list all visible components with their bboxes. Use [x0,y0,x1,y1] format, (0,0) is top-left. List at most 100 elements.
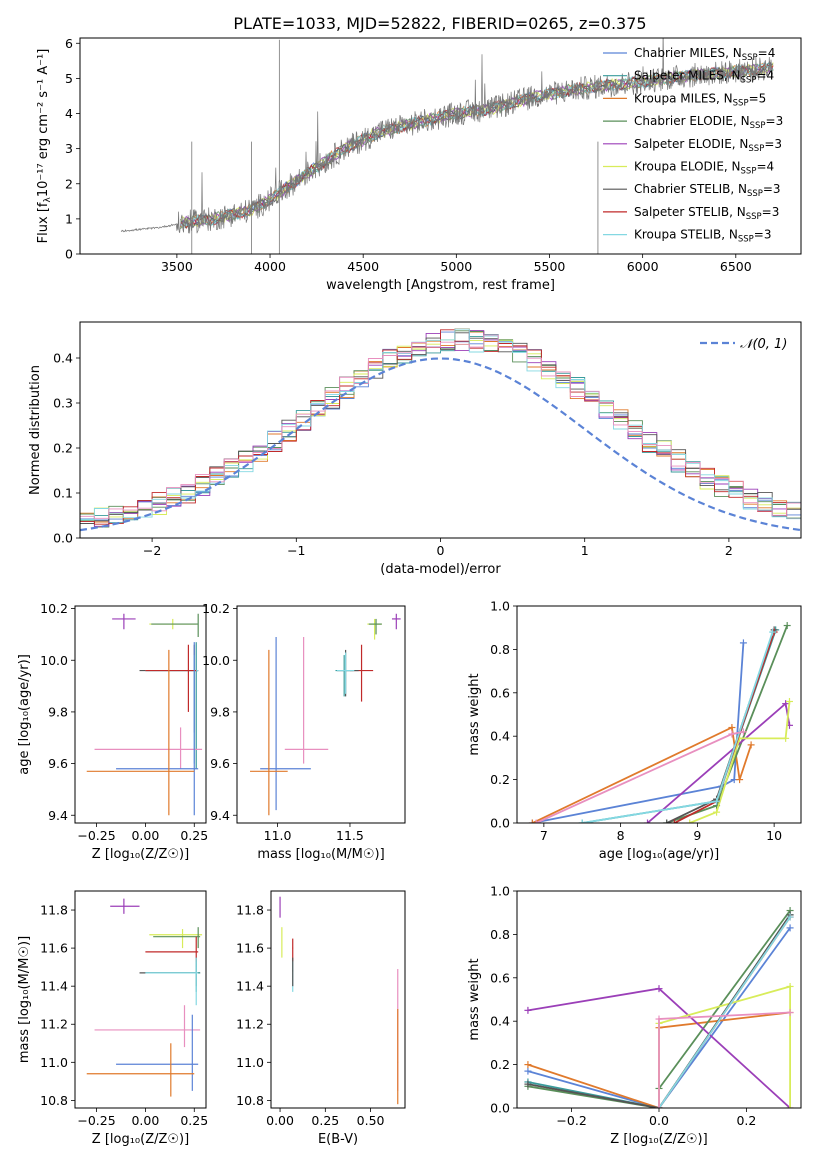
x-tick-label: 0.2 [736,1113,756,1128]
y-tick-label: 10.0 [40,653,68,668]
y-tick-label: 0.4 [53,351,73,366]
x-tick-label: −2 [143,543,161,558]
mass-weight-vs-age-axes: 7 8 9 10 0.0 0.2 0.4 0.6 0.8 1.0 age [log₁₀(age/yr… [490,599,782,863]
histogram-chabrier_miles [80,331,801,521]
x-tick-label: 2 [725,543,733,558]
series-line-chabrier_miles [527,927,791,1108]
legend-label-tail: =5 [749,91,767,105]
legend-label-tail: =3 [766,114,784,128]
y-tick-label: 6 [65,36,73,51]
age-vs-Z-frame [74,605,207,824]
histogram-pink [80,334,801,519]
legend-label: Salpeter MILES, NSSP=4 [634,69,774,86]
histogram-salpeter_miles [80,333,801,524]
y-tick-label: 2 [65,176,73,191]
y-axis-label: Flux [fλ10⁻¹⁷ erg cm⁻² s⁻¹ A⁻¹] [36,49,53,244]
x-tick-label: 11.0 [264,828,292,843]
legend-label: Salpeter STELIB, NSSP=3 [634,205,779,222]
legend-label: Kroupa MILES, NSSP=5 [634,91,766,108]
normal-curve [80,357,801,532]
figure-title: PLATE=1033, MJD=52822, FIBERID=0265, z=0… [233,14,646,33]
y-tick-label: 0.0 [490,816,510,831]
x-axis-label: wavelength [Angstrom, rest frame] [326,278,555,293]
mass-vs-ebv-frame [270,890,406,1109]
legend-label-tail: =3 [763,182,781,196]
legend-label-tail: =4 [758,46,776,60]
x-axis-label: Z [log₁₀(Z/Z☉)] [92,847,189,862]
y-tick-label: 11.2 [40,1017,68,1032]
x-tick-label: −1 [287,543,305,558]
x-tick-label: 0 [437,543,445,558]
x-tick-label: −0.2 [556,1113,586,1128]
legend-label-tail: =3 [764,137,782,151]
age-vs-mass-points [250,613,401,816]
y-label-part: Flux [f [36,202,51,243]
legend-label-text: Salpeter MILES, N [634,69,741,83]
x-axis-label: Z [log₁₀(Z/Z☉)] [610,1132,707,1147]
normal-legend-label: 𝒩(0, 1) [740,337,787,352]
age-vs-mass-frame [236,605,406,824]
mass-vs-Z-axes: −0.25 0.00 0.25 10.8 11.0 11.2 11.4 11.6 11.8 Z [… [40,903,208,1147]
x-axis-label: age [log₁₀(age/yr)] [599,847,720,862]
legend-label-text: Chabrier ELODIE, N [634,114,750,128]
y-label-sub: λ [43,197,53,203]
legend-label-text: Kroupa STELIB, N [634,228,738,242]
x-tick-label: 0.25 [311,1113,339,1128]
x-tick-label: −0.25 [77,828,115,843]
y-tick-label: 0.0 [490,1101,510,1116]
x-tick-label: 0.25 [180,828,208,843]
y-tick-label: 0.8 [490,642,510,657]
histogram-kroupa_stelib [80,328,801,520]
legend-label-tail: =3 [762,205,780,219]
legend-label-text: Chabrier MILES, N [634,46,742,60]
y-tick-label: 1 [65,211,73,226]
series-line-pink [535,731,744,823]
x-tick-label: 4000 [254,259,286,274]
y-tick-label: 0.3 [53,396,73,411]
x-axis-label: Z [log₁₀(Z/Z☉)] [92,1132,189,1147]
y-tick-label: 0.1 [53,486,73,501]
legend-label: Chabrier ELODIE, NSSP=3 [634,114,783,131]
legend-label-text: Chabrier STELIB, N [634,182,747,196]
x-tick-label: 5500 [534,259,566,274]
legend-label: Salpeter ELODIE, NSSP=3 [634,137,782,154]
y-tick-label: 11.4 [40,979,68,994]
legend-label: Kroupa STELIB, NSSP=3 [634,228,772,245]
legend-label-tail: =3 [754,228,772,242]
y-tick-label: 11.6 [236,941,264,956]
y-tick-label: 0.2 [490,772,510,787]
age-vs-Z-axes: −0.25 0.00 0.25 9.4 9.6 9.8 10.0 10.2 Z [log₁₀(Z… [40,601,208,862]
x-tick-label: 0.00 [131,828,159,843]
y-tick-label: 1.0 [490,599,510,614]
y-tick-label: 10.8 [236,1093,264,1108]
residuals-frame [79,321,802,539]
x-tick-label: 8 [617,828,625,843]
y-tick-label: 0 [65,247,73,262]
series-line-chabrier_miles [532,642,745,823]
legend-label-text: Kroupa ELODIE, N [634,160,741,174]
series-line-pink [658,1011,791,1108]
x-tick-label: 0.50 [357,1113,385,1128]
spectrum-lines [120,38,774,254]
mass-vs-ebv-axes: 0.00 0.25 0.50 10.8 11.0 11.2 11.4 11.6 11.8 E(B-… [236,903,384,1147]
mass-weight-vs-age-series [528,622,793,823]
legend-label-tail: =4 [756,160,774,174]
y-tick-label: 11.8 [40,903,68,918]
y-tick-label: 10.0 [202,653,230,668]
y-tick-label: 11.8 [236,903,264,918]
y-tick-label: 0.4 [490,729,510,744]
mass-vs-Z-frame [74,890,207,1109]
legend-label-sub: SSP [733,98,749,108]
y-tick-label: 1.0 [490,884,510,899]
mass-weight-vs-age-frame [516,605,802,824]
mass-weight-vs-Z-frame [516,890,802,1109]
legend-label-sub: SSP [741,167,757,177]
x-axis-label: (data-model)/error [380,562,501,577]
histogram-lines [80,328,801,532]
age-vs-mass-axes: 11.0 11.5 9.4 9.6 9.8 10.0 10.2 mass [log₁₀(M/M… [202,601,385,862]
y-label-tail: 10⁻¹⁷ erg cm⁻² s⁻¹ A⁻¹] [36,49,51,198]
y-tick-label: 11.4 [236,979,264,994]
y-tick-label: 0.2 [490,1057,510,1072]
x-tick-label: 0.00 [266,1113,294,1128]
